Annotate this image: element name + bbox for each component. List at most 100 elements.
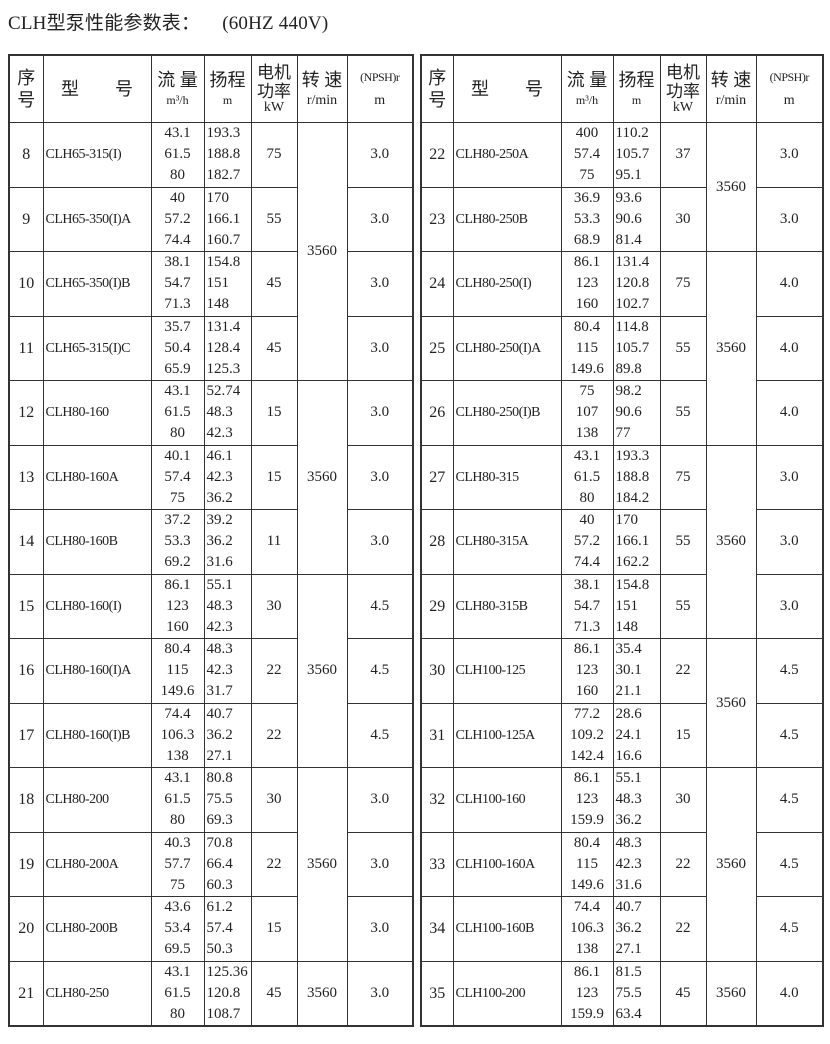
motor-power: 22: [250, 638, 298, 704]
head-value: 66.4: [206, 855, 233, 872]
flow-values: 43.1 61.5 80: [150, 960, 205, 1027]
head-values: 70.8 66.4 60.3: [203, 831, 252, 897]
pump-table-right: 序号型 号流 量 m³/h 扬程 m 电机 功率 kW 转 速 r/min (NPSH)r m 22 C…: [420, 54, 824, 1027]
header-npsh: (NPSH)r m: [346, 54, 414, 123]
header-head-label: 扬程: [209, 69, 246, 90]
flow-values: 43.6 53.4 69.5: [150, 896, 205, 962]
head-value: 39.2: [206, 512, 233, 529]
head-value: 36.2: [206, 533, 233, 550]
head-value: 75.5: [615, 984, 642, 1001]
header-npsh: (NPSH)r m: [755, 54, 824, 123]
header-npsh-label: (NPSH)r: [360, 70, 400, 84]
flow-value: 159.9: [570, 812, 604, 829]
npsh-value: 4.0: [755, 380, 824, 446]
flow-value: 86.1: [573, 963, 601, 980]
model-name: CLH80-200: [42, 767, 152, 833]
model-name: CLH80-160: [42, 380, 152, 446]
header-no-line: 号: [428, 90, 447, 110]
head-value: 170: [206, 189, 230, 206]
flow-value: 57.4: [164, 468, 191, 485]
row-number: 24: [420, 251, 454, 317]
npsh-value: 3.0: [346, 315, 414, 381]
model-name: CLH65-315(I)C: [42, 315, 152, 381]
row-number: 30: [420, 638, 454, 704]
row-number: 31: [420, 702, 454, 768]
head-value: 80.8: [206, 770, 233, 787]
npsh-value: 3.0: [346, 767, 414, 833]
head-value: 90.6: [615, 210, 642, 227]
motor-power: 55: [659, 315, 707, 381]
motor-power: 45: [250, 960, 298, 1027]
flow-value: 43.1: [164, 770, 191, 787]
head-values: 52.74 48.3 42.3: [203, 380, 252, 446]
head-value: 42.3: [206, 425, 233, 442]
motor-power: 45: [659, 960, 707, 1027]
table-row: 12 CLH80-160 43.1 61.5 80 52.74 48.3 42.3 15 3560…: [8, 380, 414, 575]
rotational-speed: 3560: [705, 251, 757, 446]
header-no: 序号: [8, 54, 44, 123]
table-row: 20 CLH80-200B 43.6 53.4 69.5 61.2 57.4 50.3 15 3.…: [8, 896, 414, 962]
table-row: 9 CLH65-350(I)A 40 57.2 74.4 170 166.1 160.7 55 3…: [8, 186, 414, 252]
motor-power: 30: [659, 767, 707, 833]
flow-value: 35.7: [164, 318, 191, 335]
flow-value: 149.6: [570, 360, 604, 377]
head-value: 63.4: [615, 1005, 642, 1022]
flow-value: 40: [170, 189, 185, 206]
head-value: 162.2: [615, 554, 650, 571]
head-values: 40.7 36.2 27.1: [612, 896, 661, 962]
flow-values: 77.2 109.2 142.4: [560, 702, 614, 768]
table-row: 28 CLH80-315A 40 57.2 74.4 170 166.1 162.2 55 3.0: [420, 509, 824, 575]
flow-values: 43.1 61.5 80: [150, 767, 205, 833]
head-value: 131.4: [206, 318, 241, 335]
motor-power: 45: [250, 315, 298, 381]
head-value: 77: [615, 425, 631, 442]
flow-value: 80.4: [573, 834, 601, 851]
model-name: CLH65-315(I): [42, 122, 152, 188]
flow-values: 86.1 123 159.9: [560, 960, 614, 1027]
flow-value: 80.4: [573, 318, 601, 335]
motor-power: 45: [250, 251, 298, 317]
npsh-value: 3.0: [346, 444, 414, 510]
model-name: CLH80-315A: [452, 509, 562, 575]
npsh-value: 3.0: [346, 960, 414, 1027]
header-speed-unit: r/min: [715, 92, 747, 108]
flow-value: 106.3: [570, 920, 604, 937]
head-value: 170: [615, 512, 639, 529]
head-value: 193.3: [615, 447, 650, 464]
header-model-label: 型 号: [471, 79, 543, 99]
row-number: 17: [8, 702, 44, 768]
npsh-value: 3.0: [346, 509, 414, 575]
model-name: CLH80-250(I): [452, 251, 562, 317]
flow-value: 149.6: [160, 683, 195, 700]
rotational-speed: 3560: [296, 122, 348, 381]
flow-values: 38.1 54.7 71.3: [150, 251, 205, 317]
head-value: 42.3: [206, 662, 233, 679]
model-name: CLH80-160A: [42, 444, 152, 510]
head-values: 55.1 48.3 36.2: [612, 767, 661, 833]
flow-value: 80: [170, 1005, 185, 1022]
model-name: CLH100-160B: [452, 896, 562, 962]
model-name: CLH80-200B: [42, 896, 152, 962]
head-values: 40.7 36.2 27.1: [203, 702, 252, 768]
row-number: 26: [420, 380, 454, 446]
flow-value: 61.5: [573, 468, 601, 485]
npsh-value: 4.5: [755, 702, 824, 768]
head-value: 166.1: [615, 533, 650, 550]
flow-value: 160: [575, 296, 599, 313]
head-value: 48.3: [615, 834, 642, 851]
header-model: 型 号: [42, 54, 152, 123]
npsh-value: 3.0: [346, 122, 414, 188]
head-value: 48.3: [206, 597, 233, 614]
npsh-value: 4.5: [346, 702, 414, 768]
rotational-speed: 3560: [705, 444, 757, 639]
table-row: 13 CLH80-160A 40.1 57.4 75 46.1 42.3 36.2 15 3.0: [8, 444, 414, 510]
head-values: 55.1 48.3 42.3: [203, 573, 252, 639]
rotational-speed: 3560: [296, 767, 348, 962]
flow-value: 54.7: [573, 597, 601, 614]
model-name: CLH100-125: [452, 638, 562, 704]
head-value: 31.6: [206, 554, 233, 571]
head-value: 48.3: [615, 791, 642, 808]
pump-table-left: 序号型 号流 量 m³/h 扬程 m 电机 功率 kW 转 速 r/min (NPSH)r m 8 CL…: [8, 54, 414, 1027]
motor-power: 22: [250, 702, 298, 768]
head-value: 151: [615, 597, 639, 614]
